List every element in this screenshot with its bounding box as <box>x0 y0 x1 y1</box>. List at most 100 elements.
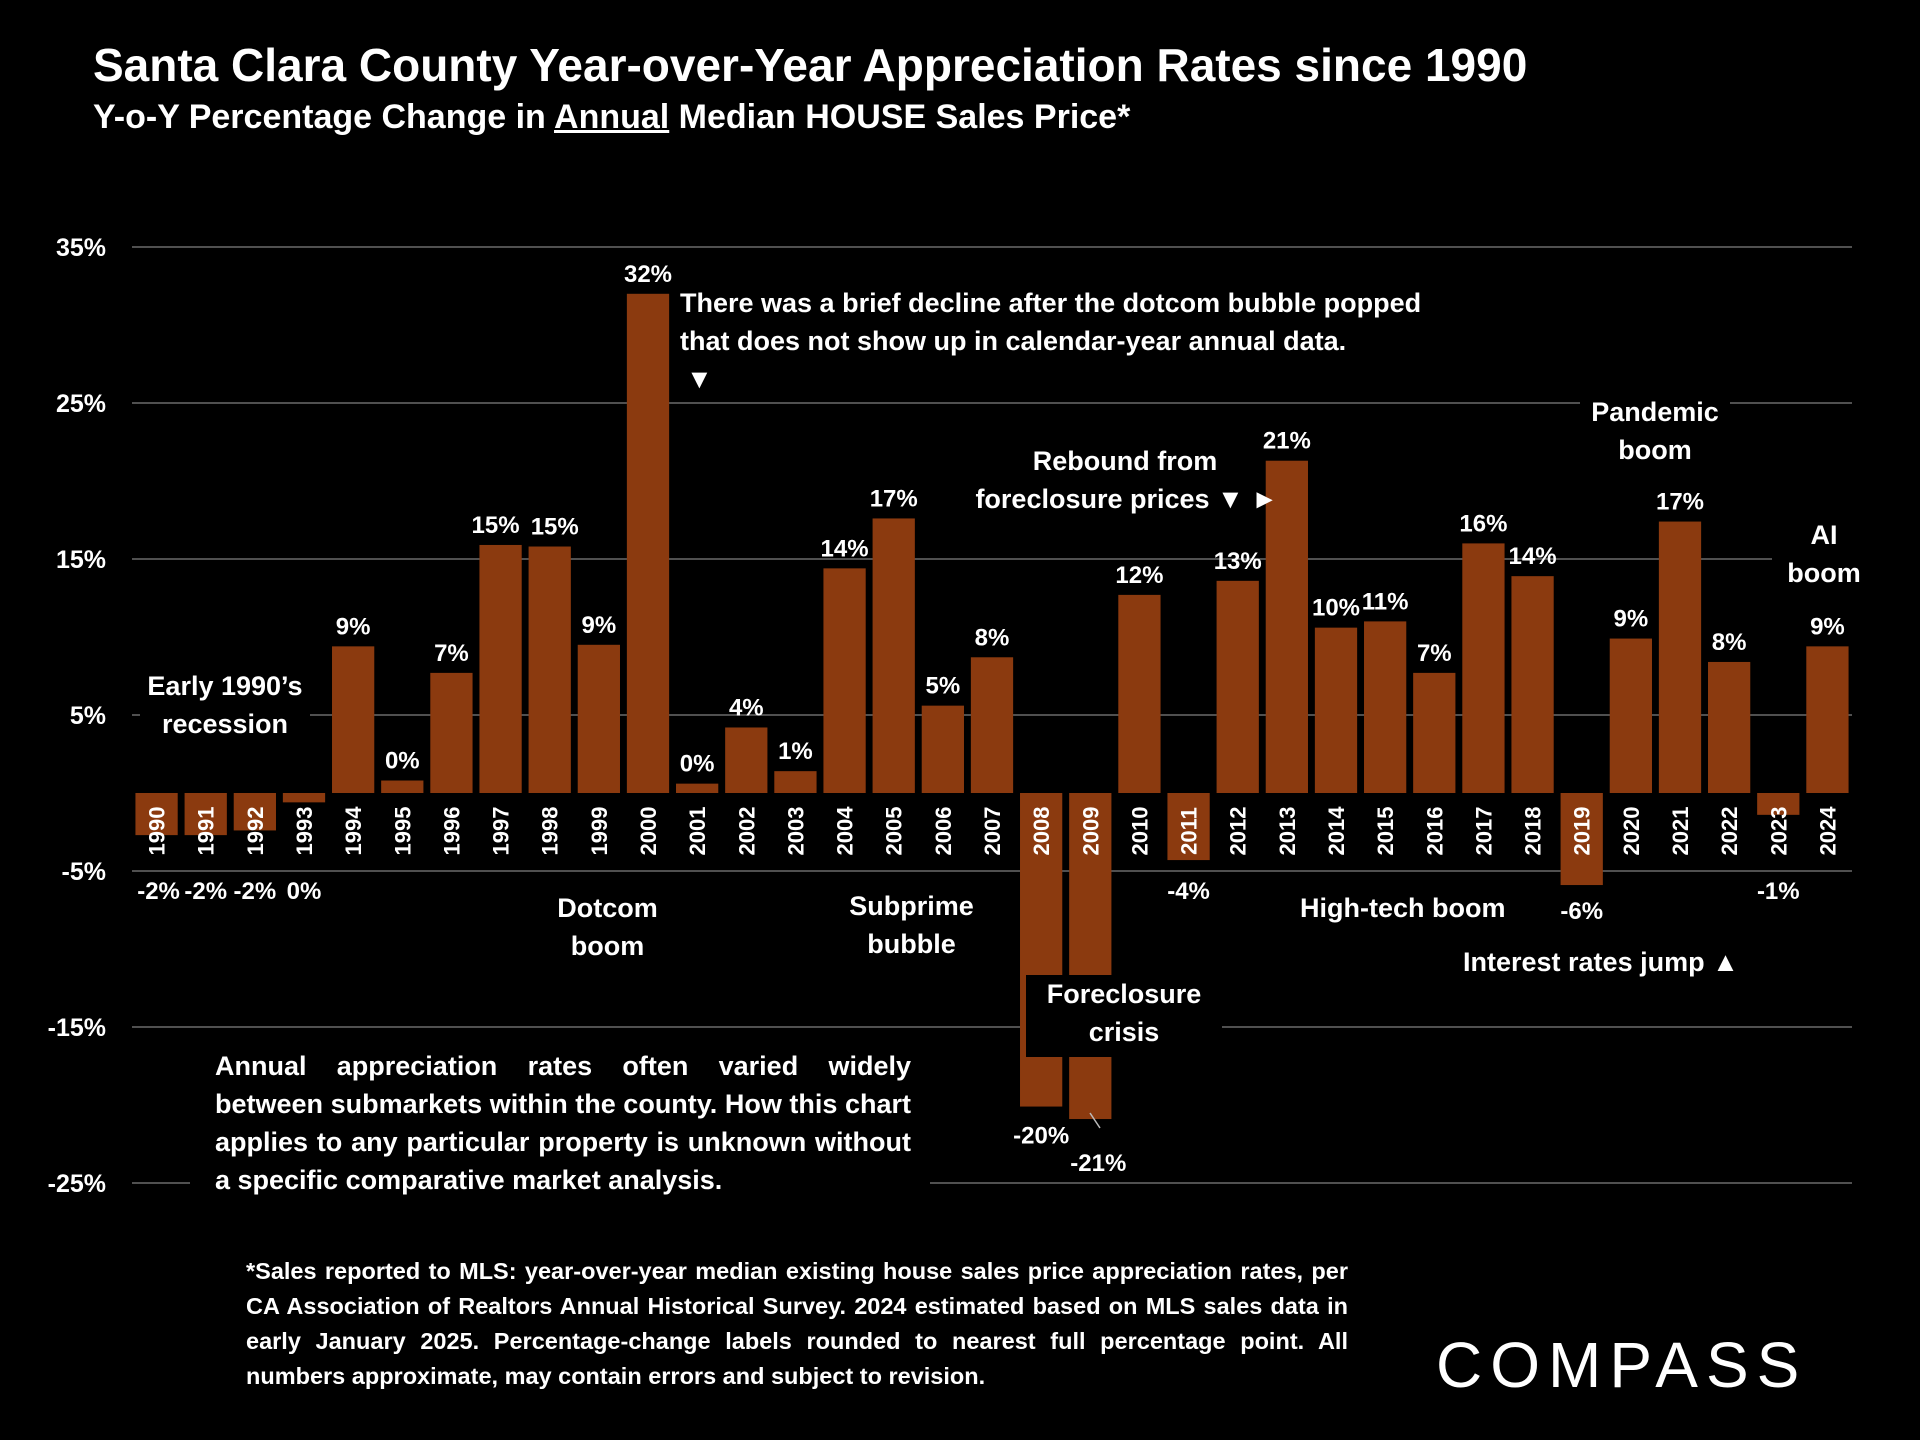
bar <box>1560 793 1603 886</box>
bar <box>1806 646 1849 793</box>
value-label: 17% <box>870 485 918 512</box>
y-tick-label: 35% <box>56 234 106 262</box>
annotation-line: recession <box>161 709 289 739</box>
x-tick-label: 2013 <box>1275 807 1300 856</box>
value-label: 14% <box>1509 543 1557 570</box>
subtitle-underlined: Annual <box>554 98 670 136</box>
x-tick-label: 1992 <box>243 807 268 856</box>
bars <box>135 293 1849 1120</box>
value-label: -6% <box>1560 898 1603 925</box>
value-label: 15% <box>472 512 520 539</box>
bar <box>774 771 817 793</box>
value-label: 14% <box>821 535 869 562</box>
annotation-line: crisis <box>1088 1017 1160 1047</box>
y-axis-ticks: 35% 25% 15% 5% -5% -15% -25% <box>48 234 106 1198</box>
value-label: 17% <box>1656 489 1704 516</box>
value-label: -2% <box>184 878 227 905</box>
compass-logo: COMPASS <box>1436 1329 1808 1401</box>
body-note: Annual appreciation rates often varied w… <box>215 1051 911 1195</box>
y-tick-label: -5% <box>62 858 106 886</box>
x-tick-label: 2014 <box>1324 806 1349 856</box>
bar <box>1167 793 1210 861</box>
value-label: 9% <box>1810 613 1845 640</box>
y-tick-label: 25% <box>56 390 106 418</box>
y-tick-label: -15% <box>48 1014 106 1042</box>
annotation-dotcom-boom: Dotcom boom <box>535 889 680 965</box>
value-label: 1% <box>778 738 813 765</box>
annotation-line: AI <box>1810 520 1838 550</box>
value-label: 12% <box>1115 562 1163 589</box>
x-tick-label: 2023 <box>1766 807 1791 856</box>
x-tick-label: 2022 <box>1717 807 1742 856</box>
x-tick-label: 2020 <box>1619 807 1644 856</box>
y-tick-label: -25% <box>48 1170 106 1198</box>
x-tick-label: 2015 <box>1373 807 1398 856</box>
bar <box>135 793 178 836</box>
bar <box>970 657 1014 793</box>
annotation-line: There was a brief decline after the dotc… <box>680 288 1422 318</box>
x-tick-label: 2007 <box>980 807 1005 856</box>
hightech-background <box>1340 887 1550 927</box>
x-tick-label: 2019 <box>1570 807 1595 856</box>
x-tick-label: 2006 <box>931 807 956 856</box>
bar <box>1216 580 1259 793</box>
x-tick-label: 1996 <box>439 807 464 856</box>
value-labels: -2% -2% -2% 0%9%0%7%15% 15%9%32%0%4%1%14%17%… <box>137 261 1845 1177</box>
annotation-line: boom <box>1787 558 1861 588</box>
value-label: 7% <box>1417 640 1452 667</box>
x-tick-label: 2018 <box>1521 807 1546 856</box>
bar <box>282 793 326 803</box>
value-label: -2% <box>234 878 277 905</box>
value-label: 8% <box>975 624 1010 651</box>
subtitle-post: Median HOUSE Sales Price* <box>669 98 1131 136</box>
bar <box>184 793 227 836</box>
x-axis-labels: 1990 1991 1992 1993 1994 1995 1996 1997 1998 1999… <box>145 806 1841 856</box>
value-label: 7% <box>434 640 469 667</box>
x-tick-label: 1993 <box>292 807 317 856</box>
x-tick-label: 2001 <box>685 807 710 856</box>
x-tick-label: 1995 <box>390 807 415 856</box>
annotation-foreclosure-crisis: Foreclosure crisis <box>1026 975 1222 1057</box>
chart-title: Santa Clara County Year-over-Year Apprec… <box>93 39 1528 91</box>
value-label: -4% <box>1167 878 1210 905</box>
x-tick-label: 2004 <box>833 806 858 856</box>
value-label: 13% <box>1214 548 1262 575</box>
x-tick-label: 2021 <box>1668 807 1693 856</box>
x-tick-label: 2024 <box>1815 806 1840 856</box>
value-label: 21% <box>1263 428 1311 455</box>
x-tick-label: 2005 <box>882 807 907 856</box>
bar <box>626 293 670 793</box>
bar <box>1757 793 1800 815</box>
bar <box>1069 793 1112 1120</box>
value-label: 0% <box>680 751 715 778</box>
x-tick-label: 1998 <box>538 807 563 856</box>
annotation-line: Subprime <box>849 891 974 921</box>
x-tick-label: 1994 <box>341 806 366 856</box>
annotation-line: Foreclosure <box>1046 979 1202 1009</box>
annotation-hightech: High-tech boom <box>1300 893 1506 923</box>
x-tick-label: 2011 <box>1177 807 1202 855</box>
bar <box>233 793 276 831</box>
value-label: 16% <box>1459 510 1507 537</box>
bar <box>1658 521 1702 793</box>
x-tick-label: 1999 <box>587 807 612 856</box>
subtitle-pre: Y-o-Y Percentage Change in <box>93 98 555 136</box>
value-label: 11% <box>1362 588 1409 615</box>
bar <box>1413 672 1456 793</box>
annotation-subprime: Subprime bubble <box>830 887 993 963</box>
annotation-line: boom <box>570 931 645 961</box>
bar <box>1265 460 1308 793</box>
annotation-dotcom-decline: There was a brief decline after the dotc… <box>680 284 1421 398</box>
chart-subtitle: Y-o-Y Percentage Change in Annual Median… <box>93 98 1130 137</box>
x-tick-label: 2002 <box>734 807 759 856</box>
x-tick-label: 2017 <box>1471 807 1496 856</box>
annotation-line: foreclosure prices ▼ ► <box>975 484 1278 514</box>
bar <box>479 544 522 793</box>
x-tick-label: 1997 <box>489 807 514 856</box>
annotation-line: that does not show up in calendar-year a… <box>680 326 1347 356</box>
x-tick-label: 1990 <box>145 807 170 856</box>
value-label: -1% <box>1757 878 1800 905</box>
value-label: 0% <box>385 748 420 775</box>
bar <box>676 783 719 793</box>
